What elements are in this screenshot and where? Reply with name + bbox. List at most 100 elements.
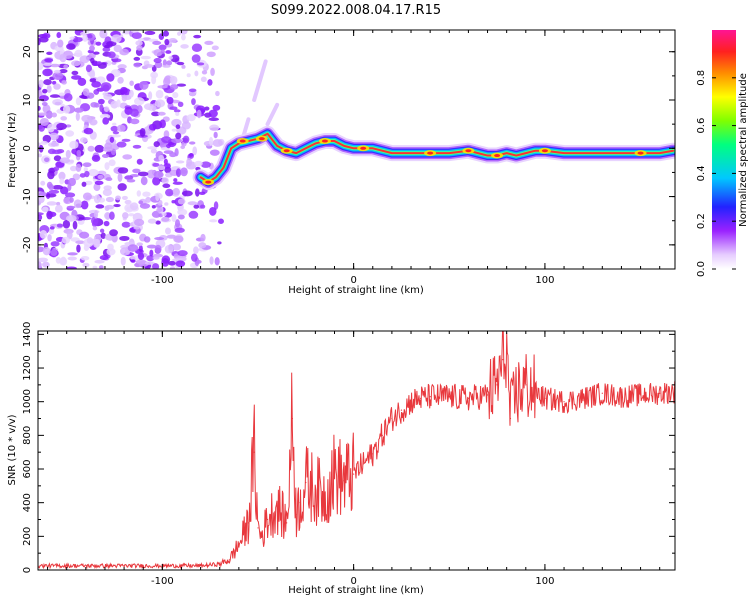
ridge-hotspot-core: [541, 149, 548, 153]
noise-blob: [82, 192, 92, 201]
noise-blob: [94, 144, 105, 153]
snr-data-point: [400, 409, 403, 411]
noise-blob: [53, 69, 61, 74]
noise-blob: [111, 34, 122, 43]
noise-blob: [62, 219, 71, 229]
noise-blob: [159, 119, 166, 129]
noise-blob: [42, 88, 48, 94]
noise-blob: [168, 55, 173, 60]
noise-blob: [93, 239, 100, 248]
snr-data-point: [620, 396, 623, 398]
snr-data-point: [448, 396, 450, 398]
noise-blob: [87, 145, 95, 152]
noise-blob: [158, 44, 167, 51]
spectrogram-streak: [265, 102, 280, 127]
noise-blob: [196, 109, 202, 119]
noise-blob: [72, 220, 78, 230]
noise-blob: [120, 86, 128, 95]
noise-blob: [145, 196, 152, 203]
noise-blob: [104, 142, 112, 150]
noise-blob: [151, 111, 160, 117]
noise-blob: [173, 235, 184, 243]
colorbar-axis: 0.0 0.2 0.4 0.6 0.8: [696, 70, 736, 277]
snr-data-point: [506, 350, 508, 352]
noise-blob: [124, 175, 134, 180]
noise-blob: [102, 117, 110, 125]
colorbar: 0.0 0.2 0.4 0.6 0.8 Normalized spectral ampl…: [696, 30, 749, 277]
noise-blob: [127, 244, 139, 252]
snr-data-point: [266, 518, 269, 521]
snr-data-point: [410, 401, 412, 403]
noise-blob: [102, 47, 111, 53]
noise-blob: [49, 132, 59, 141]
noise-blob: [174, 219, 181, 228]
snr-data-point: [261, 535, 263, 537]
spectrogram-y-tick-label: -10: [22, 188, 33, 204]
snr-data-point: [525, 384, 527, 386]
noise-blob: [153, 57, 162, 64]
snr-data-point: [502, 359, 504, 361]
noise-blob: [154, 61, 163, 69]
noise-blob: [132, 144, 142, 149]
noise-blob: [105, 177, 113, 182]
noise-blob: [61, 236, 71, 244]
snr-data-point: [563, 401, 565, 403]
noise-blob: [129, 80, 134, 86]
noise-blob: [82, 262, 90, 268]
noise-blob: [188, 141, 196, 145]
colorbar-tick-label: 0.4: [696, 165, 707, 181]
noise-blob: [52, 80, 57, 85]
snr-plot-frame: [37, 330, 676, 571]
noise-blob: [59, 69, 68, 74]
snr-data-point: [353, 473, 355, 475]
noise-blob: [48, 167, 56, 174]
noise-blob: [212, 104, 221, 111]
noise-blob: [39, 230, 48, 239]
snr-x-tick-label: 0: [350, 576, 356, 587]
noise-blob: [75, 163, 82, 172]
noise-blob: [130, 30, 139, 33]
colorbar-gradient: [712, 30, 736, 269]
ridge-hotspot-core: [637, 151, 644, 155]
noise-blob: [174, 227, 185, 233]
noise-blob: [143, 103, 154, 110]
noise-blob: [69, 159, 75, 163]
noise-blob: [47, 234, 52, 242]
noise-blob: [180, 167, 188, 177]
noise-blob: [89, 70, 96, 79]
noise-blob: [43, 62, 53, 66]
noise-blob: [41, 206, 49, 213]
noise-blob: [194, 70, 199, 77]
noise-blob: [204, 106, 210, 111]
snr-y-tick-label: 400: [22, 493, 33, 512]
noise-blob: [169, 106, 178, 111]
noise-blob: [154, 236, 165, 241]
noise-blob: [163, 77, 171, 87]
noise-blob: [63, 64, 69, 69]
noise-blob: [148, 91, 153, 100]
noise-blob: [169, 75, 178, 85]
snr-data-point: [219, 563, 221, 565]
noise-blob: [117, 64, 127, 70]
snr-y-axis-label: SNR (10 * v/v): [7, 414, 18, 485]
noise-blob: [76, 244, 81, 253]
noise-blob: [116, 99, 121, 108]
noise-blob: [161, 177, 169, 185]
noise-blob: [130, 259, 136, 263]
noise-blob: [122, 154, 133, 160]
noise-blob: [58, 171, 66, 181]
noise-blob: [146, 169, 157, 179]
noise-blob: [69, 165, 77, 172]
colorbar-tick-label: 0.0: [696, 261, 707, 277]
noise-blob: [67, 216, 74, 222]
colorbar-label: Normalized spectral amplitude: [738, 73, 749, 227]
noise-blob: [67, 256, 78, 261]
snr-y-tick-label: 800: [22, 426, 33, 445]
noise-blob: [172, 187, 180, 196]
noise-blob: [46, 85, 52, 93]
noise-blob: [152, 40, 162, 46]
spectrogram-plot-frame: [37, 29, 676, 270]
noise-blob: [111, 134, 122, 138]
spectrogram-y-tick-label: 20: [22, 45, 33, 58]
